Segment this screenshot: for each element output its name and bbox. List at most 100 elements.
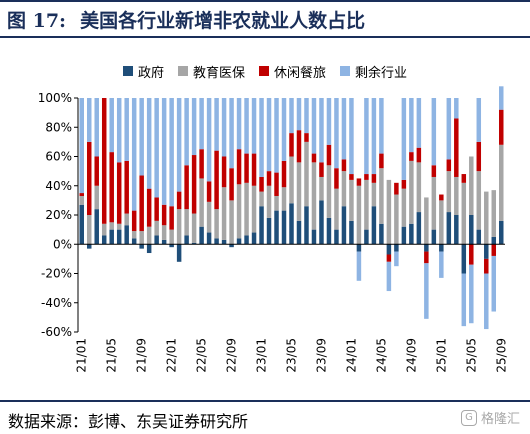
bar-segment-other (184, 98, 189, 166)
bar-segment-edu (379, 168, 384, 224)
bar-segment-gov (251, 232, 257, 245)
x-tick-label: 25/01 (434, 338, 448, 373)
bar-segment-leisure (311, 153, 317, 163)
bar-segment-edu (236, 184, 242, 239)
bar-segment-other (446, 98, 452, 160)
bar-segment-leisure (214, 150, 219, 210)
bar-segment-gov (401, 226, 407, 245)
bar-segment-other (439, 251, 444, 278)
bar-segment-leisure (244, 153, 249, 183)
bar-segment-other (401, 98, 407, 180)
bar-segment-leisure (86, 141, 92, 215)
bar-segment-edu (349, 179, 354, 221)
bar-segment-edu (229, 200, 234, 245)
bar-segment-leisure (356, 178, 362, 186)
bar-segment-leisure (266, 171, 272, 186)
bar-segment-other (206, 98, 212, 182)
bar-segment-leisure (454, 118, 459, 177)
bar-segment-gov (424, 244, 429, 252)
bar-segment-edu (416, 162, 422, 213)
bar-segment-edu (124, 213, 129, 226)
bar-segment-gov (289, 203, 294, 245)
bar-segment-edu (86, 215, 92, 245)
stacked-bar-chart: -60% -40% -20% 0% 20% 40% 60% 80% 100% 21/01 21/05… (38, 86, 508, 373)
bar-segment-other (259, 98, 264, 177)
bar-segment-gov (431, 229, 437, 245)
x-tick-label: 22/01 (165, 338, 179, 373)
bar-segment-other (461, 273, 467, 327)
bar-segment-gov (334, 229, 339, 245)
bar-segment-other (431, 98, 437, 166)
bar-segment-leisure (109, 152, 114, 223)
legend-label-leisure: 休闲餐旅 (274, 65, 327, 81)
watermark: G 格隆汇 (460, 408, 520, 427)
bar-segment-edu (206, 201, 212, 233)
watermark-logo-icon: G (460, 409, 477, 426)
bar-segment-gov (266, 217, 272, 245)
bar-segment-gov (439, 244, 444, 252)
bar-segment-edu (109, 222, 114, 230)
bar-segment-edu (484, 191, 489, 245)
bar-segment-other (281, 98, 287, 161)
legend-label-gov: 政府 (137, 65, 164, 81)
bar-segment-leisure (484, 258, 489, 274)
bar-segment-other (311, 98, 317, 154)
bar-segment-leisure (491, 244, 497, 256)
bar-segment-other (454, 98, 459, 119)
bar-segment-edu (191, 213, 197, 243)
bar-segment-edu (304, 141, 309, 207)
bar-segment-other (499, 86, 504, 110)
bars-group (79, 86, 504, 330)
legend-swatch-gov (122, 66, 133, 76)
bar-segment-other (334, 98, 339, 169)
bar-segment-other (116, 98, 122, 163)
bar-segment-gov (371, 206, 377, 245)
bar-segment-other (94, 98, 99, 157)
bar-segment-gov (229, 244, 234, 248)
legend-item-gov: 政府 (122, 62, 164, 81)
figure-label: 图 17: (7, 9, 67, 32)
bar-segment-leisure (379, 153, 384, 169)
bar-segment-edu (454, 176, 459, 215)
bar-segment-other (326, 98, 332, 145)
bar-segment-gov (484, 244, 489, 259)
x-tick-label: 22/05 (195, 338, 209, 373)
bar-segment-other (131, 98, 137, 211)
bar-segment-gov (259, 206, 264, 245)
bar-segment-gov (469, 215, 474, 245)
bar-segment-edu (341, 171, 347, 207)
bar-segment-edu (101, 223, 107, 236)
bar-segment-gov (199, 226, 204, 245)
bar-segment-leisure (206, 181, 212, 202)
bar-segment-leisure (401, 179, 407, 189)
bar-segment-gov (409, 223, 414, 245)
bar-segment-other (491, 255, 497, 312)
bar-segment-edu (356, 185, 362, 245)
bar-segment-leisure (259, 176, 264, 192)
bar-segment-leisure (199, 149, 204, 179)
bar-segment-other (341, 98, 347, 160)
bar-segment-gov (191, 242, 197, 245)
bar-segment-other (394, 251, 399, 267)
bar-segment-edu (274, 195, 279, 211)
x-tick-label: 23/01 (255, 338, 269, 373)
legend-item-other: 剩余行业 (340, 62, 407, 81)
bar-segment-other (244, 98, 249, 154)
bar-segment-edu (176, 209, 182, 245)
bar-segment-other (214, 98, 219, 151)
bar-segment-gov (176, 244, 182, 262)
y-tick-label: 20% (45, 208, 72, 222)
bar-segment-edu (326, 165, 332, 218)
bar-segment-gov (379, 223, 384, 245)
bar-segment-gov (356, 244, 362, 252)
bar-segment-edu (476, 171, 482, 230)
bar-segment-leisure (289, 133, 294, 157)
y-tick-label: 40% (45, 179, 72, 193)
bar-segment-gov (221, 239, 227, 245)
x-tick-label: 21/09 (135, 338, 149, 373)
bar-segment-other (416, 98, 422, 148)
bar-segment-gov (326, 217, 332, 245)
y-tick-label: -40% (41, 296, 72, 310)
bar-segment-leisure (439, 194, 444, 201)
bar-segment-gov (394, 244, 399, 252)
